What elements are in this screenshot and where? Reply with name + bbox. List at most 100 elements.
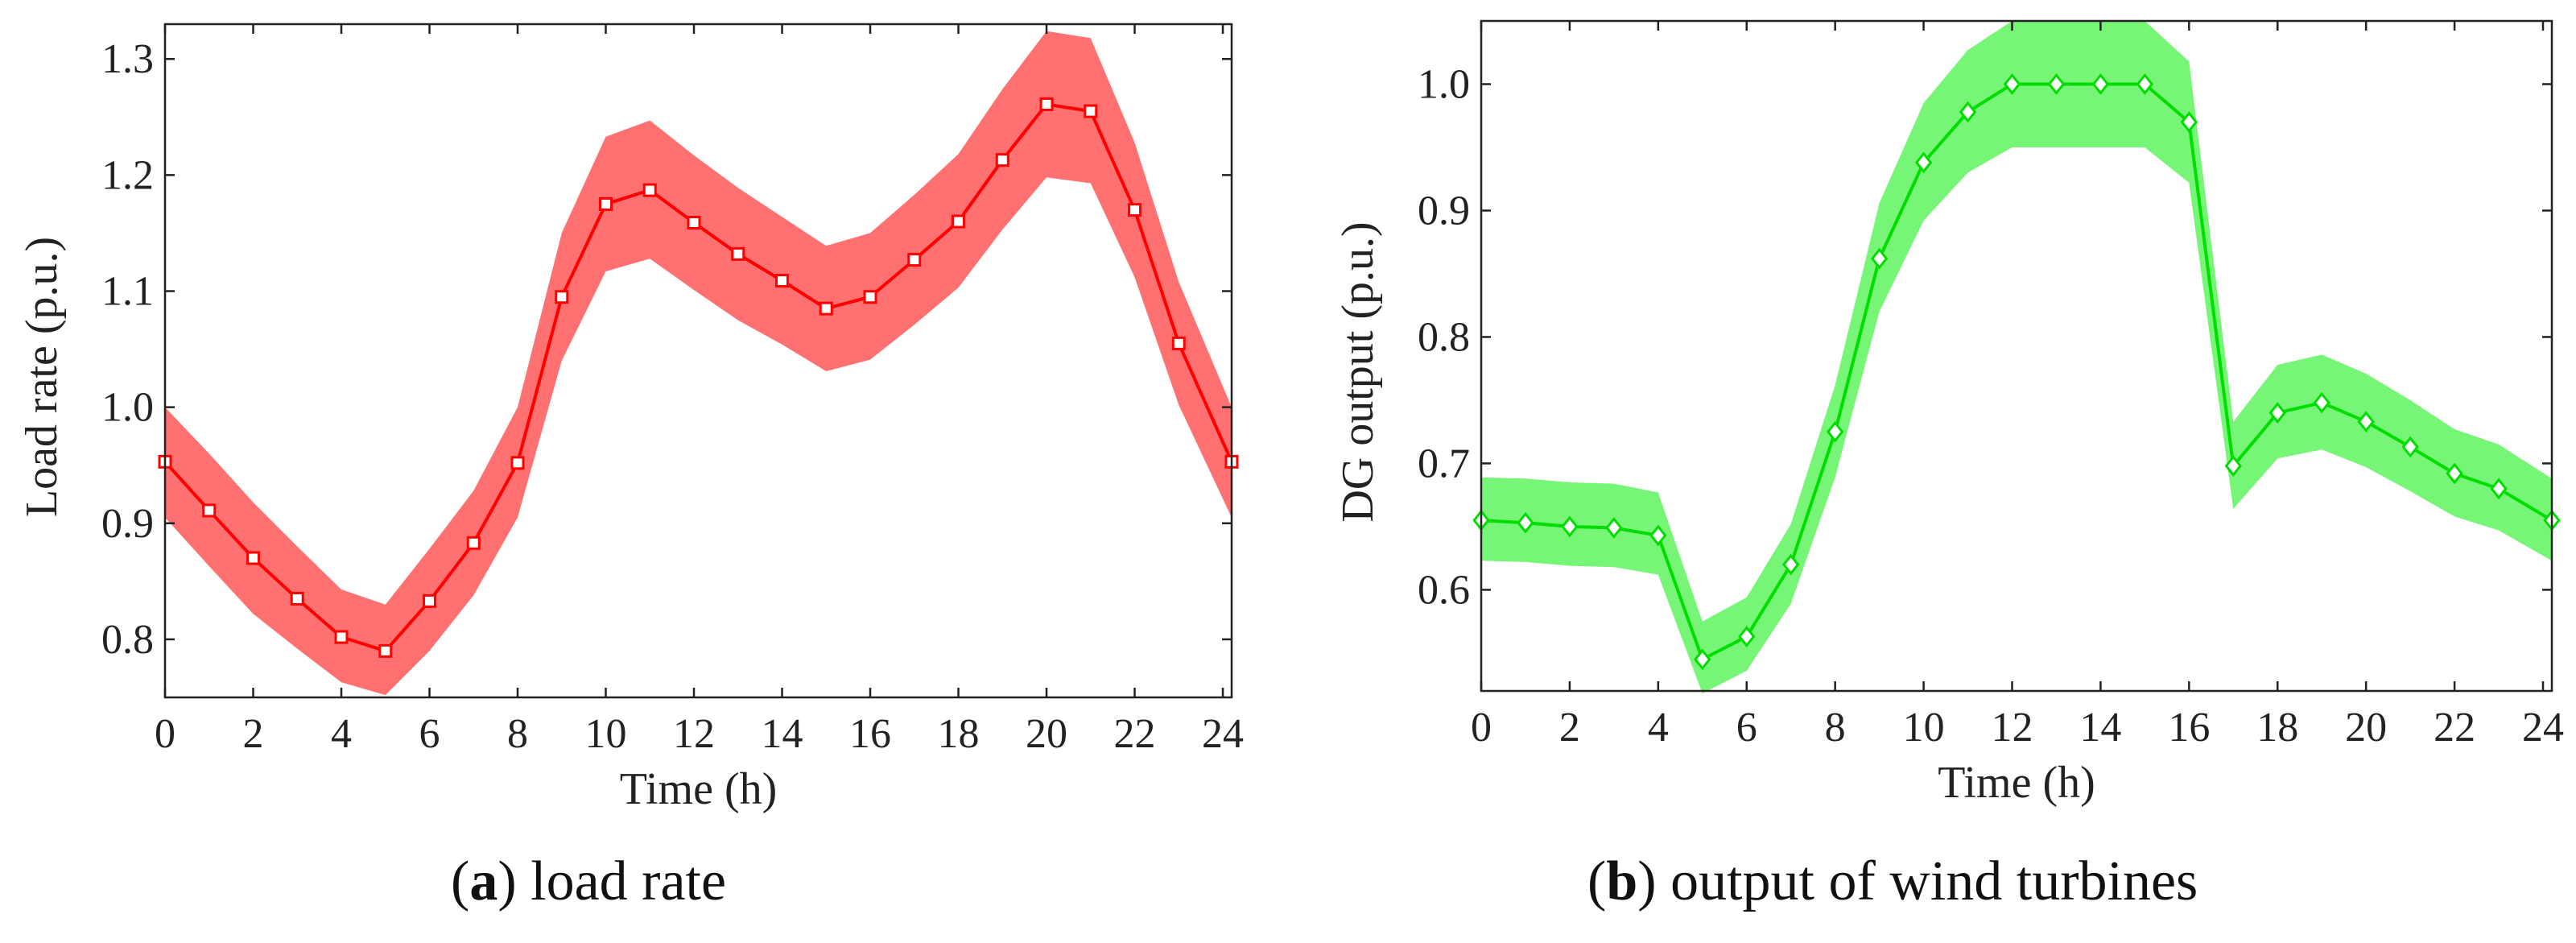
a-point-18 [952,214,966,229]
b-xtick-label-6: 6 [1736,705,1757,751]
b-xtick-label-8: 8 [1825,705,1846,751]
b-xtick-label-4: 4 [1648,705,1669,751]
a-xtick-label-8: 8 [507,711,528,757]
a-point-1 [202,503,217,518]
b-point-13 [2047,73,2066,95]
b-point-22 [2446,462,2463,485]
a-point-5 [378,643,393,658]
a-point-13 [731,246,745,261]
b-xtick-label-10: 10 [1903,705,1945,751]
b-ytick-label-1: 0.7 [1418,440,1470,486]
b-point-7 [1781,553,1800,576]
a-xtick-label-18: 18 [938,711,980,757]
b-point-20 [2357,411,2375,433]
a-point-22 [1128,203,1142,217]
chart-wind-output: 0 2 4 6 8 10 12 14 16 18 20 22 240.60.70.80.91.0Time… [1333,19,2564,808]
a-point-9 [555,290,569,304]
a-ytick-label-1: 0.9 [101,501,154,547]
b-y-axis-label: DG output (p.u.) [1333,221,1383,522]
a-point-17 [907,253,922,267]
b-xtick-label-22: 22 [2434,705,2475,751]
caption-a: (a) load rate [451,850,727,912]
b-xtick-label-24: 24 [2522,705,2564,751]
b-point-18 [2268,402,2286,424]
a-ytick-label-2: 1.0 [101,385,154,431]
caption-b-label: b [1606,850,1638,912]
caption-b: (b) output of wind turbines [1587,850,2198,912]
a-y-axis-label: Load rate (p.u.) [17,237,67,517]
b-point-23 [2490,478,2508,500]
a-xtick-label-10: 10 [585,711,627,757]
b-point-15 [2136,73,2154,95]
a-point-15 [819,301,833,316]
a-point-19 [995,153,1009,168]
b-xtick-label-20: 20 [2345,705,2387,751]
a-uncertainty-band [165,31,1232,696]
b-point-21 [2401,436,2419,458]
a-ytick-label-4: 1.2 [101,152,154,198]
b-point-8 [1826,420,1844,443]
b-series-line [1480,82,2553,662]
b-point-9 [1870,247,1889,270]
b-point-16 [2180,111,2198,133]
a-point-16 [863,290,877,304]
a-ytick-label-3: 1.1 [101,269,154,315]
a-xtick-label-24: 24 [1202,711,1244,757]
b-xtick-label-12: 12 [1992,705,2033,751]
b-xtick-label-16: 16 [2168,705,2210,751]
a-axes-frame [163,23,1233,699]
b-xtick-label-14: 14 [2079,705,2121,751]
b-ytick-label-2: 0.8 [1418,314,1470,360]
a-ytick-label-5: 1.3 [101,36,154,82]
b-x-axis-label: Time (h) [1938,758,2095,808]
a-point-6 [423,594,437,608]
b-point-3 [1605,517,1623,539]
a-xtick-label-20: 20 [1026,711,1067,757]
b-point-1 [1517,511,1534,534]
a-point-2 [246,551,261,565]
b-point-10 [1914,151,1933,174]
a-xtick-label-12: 12 [673,711,715,757]
a-xtick-label-2: 2 [243,711,264,757]
caption-b-text: output of wind turbines [1670,850,2198,912]
b-xtick-label-0: 0 [1471,705,1492,751]
a-point-3 [290,591,304,606]
chart-load-rate: 0 2 4 6 8 10 12 14 16 18 20 22 240.80.91.01.11.21.3T… [17,23,1244,814]
b-xtick-label-2: 2 [1559,705,1580,751]
a-plot-area [158,31,1239,696]
b-ytick-label-4: 1.0 [1418,61,1470,107]
a-xtick-label-16: 16 [849,711,891,757]
a-point-23 [1171,336,1186,350]
a-point-12 [687,215,701,230]
b-point-19 [2313,391,2330,414]
a-xtick-label-6: 6 [419,711,440,757]
b-uncertainty-band [1481,21,2552,694]
a-ytick-label-0: 0.8 [101,617,154,663]
a-xtick-label-0: 0 [155,711,175,757]
a-point-8 [510,456,525,470]
caption-a-label: a [469,850,498,912]
b-point-5 [1694,648,1711,671]
b-point-6 [1738,626,1756,647]
a-point-20 [1039,97,1054,111]
b-ytick-label-0: 0.6 [1418,567,1470,613]
b-point-11 [1959,101,1977,123]
b-point-12 [2003,73,2021,95]
a-point-7 [466,536,481,550]
a-xtick-label-22: 22 [1114,711,1156,757]
a-point-21 [1084,104,1098,118]
a-x-axis-label: Time (h) [620,764,778,814]
a-xtick-label-4: 4 [331,711,352,757]
a-point-4 [334,630,349,644]
b-point-2 [1561,515,1579,538]
caption-a-text: load rate [530,850,727,912]
a-point-10 [599,196,613,211]
a-xtick-label-14: 14 [762,711,803,757]
b-plot-area [1472,21,2561,694]
a-point-11 [642,183,657,197]
b-point-4 [1649,524,1667,547]
b-point-17 [2224,455,2243,477]
b-ytick-label-3: 0.9 [1418,188,1470,234]
b-point-14 [2091,73,2110,95]
